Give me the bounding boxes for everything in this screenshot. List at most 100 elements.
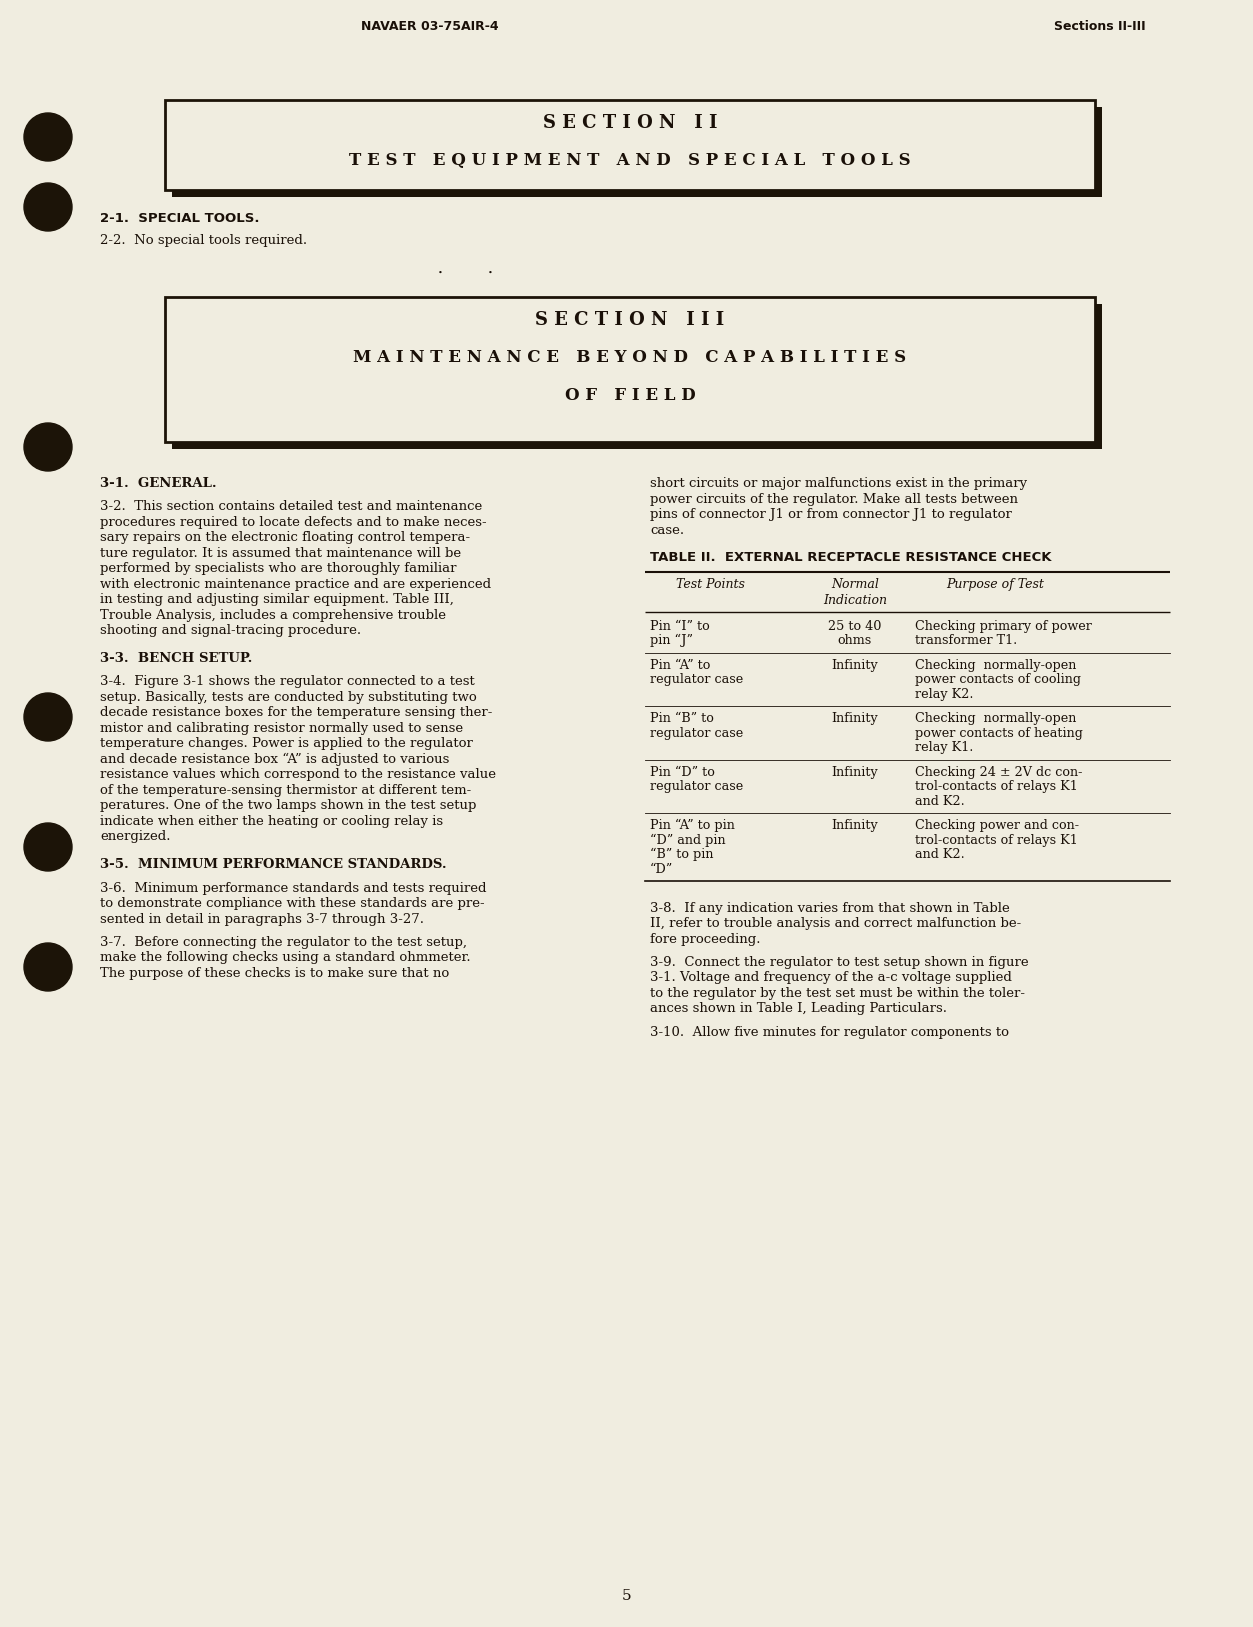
Text: Sections II-III: Sections II-III: [1054, 20, 1145, 33]
Circle shape: [24, 182, 71, 231]
Text: indicate when either the heating or cooling relay is: indicate when either the heating or cool…: [100, 815, 444, 828]
Text: of the temperature-sensing thermistor at different tem-: of the temperature-sensing thermistor at…: [100, 784, 471, 797]
Text: M A I N T E N A N C E   B E Y O N D   C A P A B I L I T I E S: M A I N T E N A N C E B E Y O N D C A P …: [353, 350, 907, 366]
Text: 3-1. Voltage and frequency of the a-c voltage supplied: 3-1. Voltage and frequency of the a-c vo…: [650, 971, 1012, 984]
Text: ture regulator. It is assumed that maintenance will be: ture regulator. It is assumed that maint…: [100, 547, 461, 560]
Text: T E S T   E Q U I P M E N T   A N D   S P E C I A L   T O O L S: T E S T E Q U I P M E N T A N D S P E C …: [350, 151, 911, 169]
Text: peratures. One of the two lamps shown in the test setup: peratures. One of the two lamps shown in…: [100, 799, 476, 812]
Text: trol-contacts of relays K1: trol-contacts of relays K1: [915, 833, 1078, 846]
Text: 3-4.  Figure 3-1 shows the regulator connected to a test: 3-4. Figure 3-1 shows the regulator conn…: [100, 675, 475, 688]
Bar: [165, 298, 1095, 443]
Text: Checking  normally-open: Checking normally-open: [915, 659, 1076, 672]
Text: “D”: “D”: [650, 862, 673, 875]
Circle shape: [24, 823, 71, 870]
Text: pins of connector J1 or from connector J1 to regulator: pins of connector J1 or from connector J…: [650, 508, 1012, 521]
Text: 3-7.  Before connecting the regulator to the test setup,: 3-7. Before connecting the regulator to …: [100, 936, 467, 949]
Text: Checking 24 ± 2V dc con-: Checking 24 ± 2V dc con-: [915, 766, 1083, 779]
Text: 2-1.  SPECIAL TOOLS.: 2-1. SPECIAL TOOLS.: [100, 212, 259, 225]
Text: make the following checks using a standard ohmmeter.: make the following checks using a standa…: [100, 952, 471, 965]
Text: Infinity: Infinity: [832, 766, 878, 779]
Text: Pin “A” to pin: Pin “A” to pin: [650, 818, 734, 833]
Text: TABLE II.  EXTERNAL RECEPTACLE RESISTANCE CHECK: TABLE II. EXTERNAL RECEPTACLE RESISTANCE…: [650, 552, 1051, 565]
Text: pin “J”: pin “J”: [650, 635, 693, 648]
Text: S E C T I O N   I I I: S E C T I O N I I I: [535, 311, 724, 329]
Text: procedures required to locate defects and to make neces-: procedures required to locate defects an…: [100, 516, 486, 529]
Text: regulator case: regulator case: [650, 674, 743, 687]
Text: decade resistance boxes for the temperature sensing ther-: decade resistance boxes for the temperat…: [100, 706, 492, 719]
Text: S E C T I O N   I I: S E C T I O N I I: [543, 114, 717, 132]
Text: The purpose of these checks is to make sure that no: The purpose of these checks is to make s…: [100, 966, 450, 979]
Text: mistor and calibrating resistor normally used to sense: mistor and calibrating resistor normally…: [100, 722, 464, 735]
Text: •: •: [487, 268, 492, 277]
Text: 3-6.  Minimum performance standards and tests required: 3-6. Minimum performance standards and t…: [100, 882, 486, 895]
Text: Infinity: Infinity: [832, 659, 878, 672]
Circle shape: [24, 944, 71, 991]
Bar: [172, 107, 1101, 197]
Text: power circuits of the regulator. Make all tests between: power circuits of the regulator. Make al…: [650, 493, 1017, 506]
Text: power contacts of cooling: power contacts of cooling: [915, 674, 1081, 687]
Bar: [165, 99, 1095, 190]
Text: 25 to 40: 25 to 40: [828, 620, 882, 633]
Text: 3-1.  GENERAL.: 3-1. GENERAL.: [100, 477, 217, 490]
Bar: [172, 304, 1101, 449]
Text: NAVAER 03-75AIR-4: NAVAER 03-75AIR-4: [361, 20, 499, 33]
Text: Normal: Normal: [831, 578, 878, 591]
Text: Pin “B” to: Pin “B” to: [650, 713, 714, 726]
Text: energized.: energized.: [100, 830, 170, 843]
Text: resistance values which correspond to the resistance value: resistance values which correspond to th…: [100, 768, 496, 781]
Text: 3-2.  This section contains detailed test and maintenance: 3-2. This section contains detailed test…: [100, 499, 482, 513]
Text: relay K2.: relay K2.: [915, 688, 974, 701]
Text: 2-2.  No special tools required.: 2-2. No special tools required.: [100, 234, 307, 247]
Text: 3-3.  BENCH SETUP.: 3-3. BENCH SETUP.: [100, 652, 252, 665]
Text: Purpose of Test: Purpose of Test: [946, 578, 1044, 591]
Circle shape: [24, 693, 71, 740]
Text: trol-contacts of relays K1: trol-contacts of relays K1: [915, 779, 1078, 792]
Text: ohms: ohms: [838, 635, 872, 648]
Text: Pin “D” to: Pin “D” to: [650, 766, 715, 779]
Text: and K2.: and K2.: [915, 848, 965, 861]
Text: 3-10.  Allow five minutes for regulator components to: 3-10. Allow five minutes for regulator c…: [650, 1025, 1009, 1038]
Text: 3-8.  If any indication varies from that shown in Table: 3-8. If any indication varies from that …: [650, 901, 1010, 914]
Text: relay K1.: relay K1.: [915, 742, 974, 753]
Text: Checking  normally-open: Checking normally-open: [915, 713, 1076, 726]
Text: 3-5.  MINIMUM PERFORMANCE STANDARDS.: 3-5. MINIMUM PERFORMANCE STANDARDS.: [100, 859, 446, 872]
Text: fore proceeding.: fore proceeding.: [650, 932, 761, 945]
Text: and K2.: and K2.: [915, 794, 965, 807]
Text: 3-9.  Connect the regulator to test setup shown in figure: 3-9. Connect the regulator to test setup…: [650, 957, 1029, 970]
Circle shape: [24, 423, 71, 470]
Text: II, refer to trouble analysis and correct malfunction be-: II, refer to trouble analysis and correc…: [650, 918, 1021, 931]
Text: and decade resistance box “A” is adjusted to various: and decade resistance box “A” is adjuste…: [100, 753, 450, 766]
Circle shape: [24, 112, 71, 161]
Text: short circuits or major malfunctions exist in the primary: short circuits or major malfunctions exi…: [650, 477, 1027, 490]
Text: Infinity: Infinity: [832, 818, 878, 831]
Text: power contacts of heating: power contacts of heating: [915, 727, 1083, 740]
Text: regulator case: regulator case: [650, 727, 743, 740]
Text: regulator case: regulator case: [650, 779, 743, 792]
Text: with electronic maintenance practice and are experienced: with electronic maintenance practice and…: [100, 578, 491, 591]
Text: sented in detail in paragraphs 3-7 through 3-27.: sented in detail in paragraphs 3-7 throu…: [100, 913, 424, 926]
Text: to the regulator by the test set must be within the toler-: to the regulator by the test set must be…: [650, 988, 1025, 1001]
Text: performed by specialists who are thoroughly familiar: performed by specialists who are thoroug…: [100, 563, 456, 576]
Text: temperature changes. Power is applied to the regulator: temperature changes. Power is applied to…: [100, 737, 472, 750]
Text: Indication: Indication: [823, 594, 887, 607]
Text: Pin “I” to: Pin “I” to: [650, 620, 709, 633]
Text: “B” to pin: “B” to pin: [650, 848, 713, 861]
Text: Checking power and con-: Checking power and con-: [915, 818, 1079, 831]
Text: Infinity: Infinity: [832, 713, 878, 726]
Text: 5: 5: [623, 1590, 632, 1603]
Text: to demonstrate compliance with these standards are pre-: to demonstrate compliance with these sta…: [100, 896, 485, 909]
Text: sary repairs on the electronic floating control tempera-: sary repairs on the electronic floating …: [100, 532, 470, 545]
Text: Trouble Analysis, includes a comprehensive trouble: Trouble Analysis, includes a comprehensi…: [100, 608, 446, 622]
Text: case.: case.: [650, 524, 684, 537]
Text: •: •: [437, 268, 442, 277]
Text: Checking primary of power: Checking primary of power: [915, 620, 1091, 633]
Text: ances shown in Table I, Leading Particulars.: ances shown in Table I, Leading Particul…: [650, 1002, 947, 1015]
Text: Pin “A” to: Pin “A” to: [650, 659, 710, 672]
Text: O F   F I E L D: O F F I E L D: [565, 387, 695, 403]
Text: shooting and signal-tracing procedure.: shooting and signal-tracing procedure.: [100, 625, 361, 638]
Text: transformer T1.: transformer T1.: [915, 635, 1017, 648]
Text: “D” and pin: “D” and pin: [650, 833, 725, 846]
Text: in testing and adjusting similar equipment. Table III,: in testing and adjusting similar equipme…: [100, 594, 454, 607]
Text: Test Points: Test Points: [675, 578, 744, 591]
Text: setup. Basically, tests are conducted by substituting two: setup. Basically, tests are conducted by…: [100, 691, 476, 704]
